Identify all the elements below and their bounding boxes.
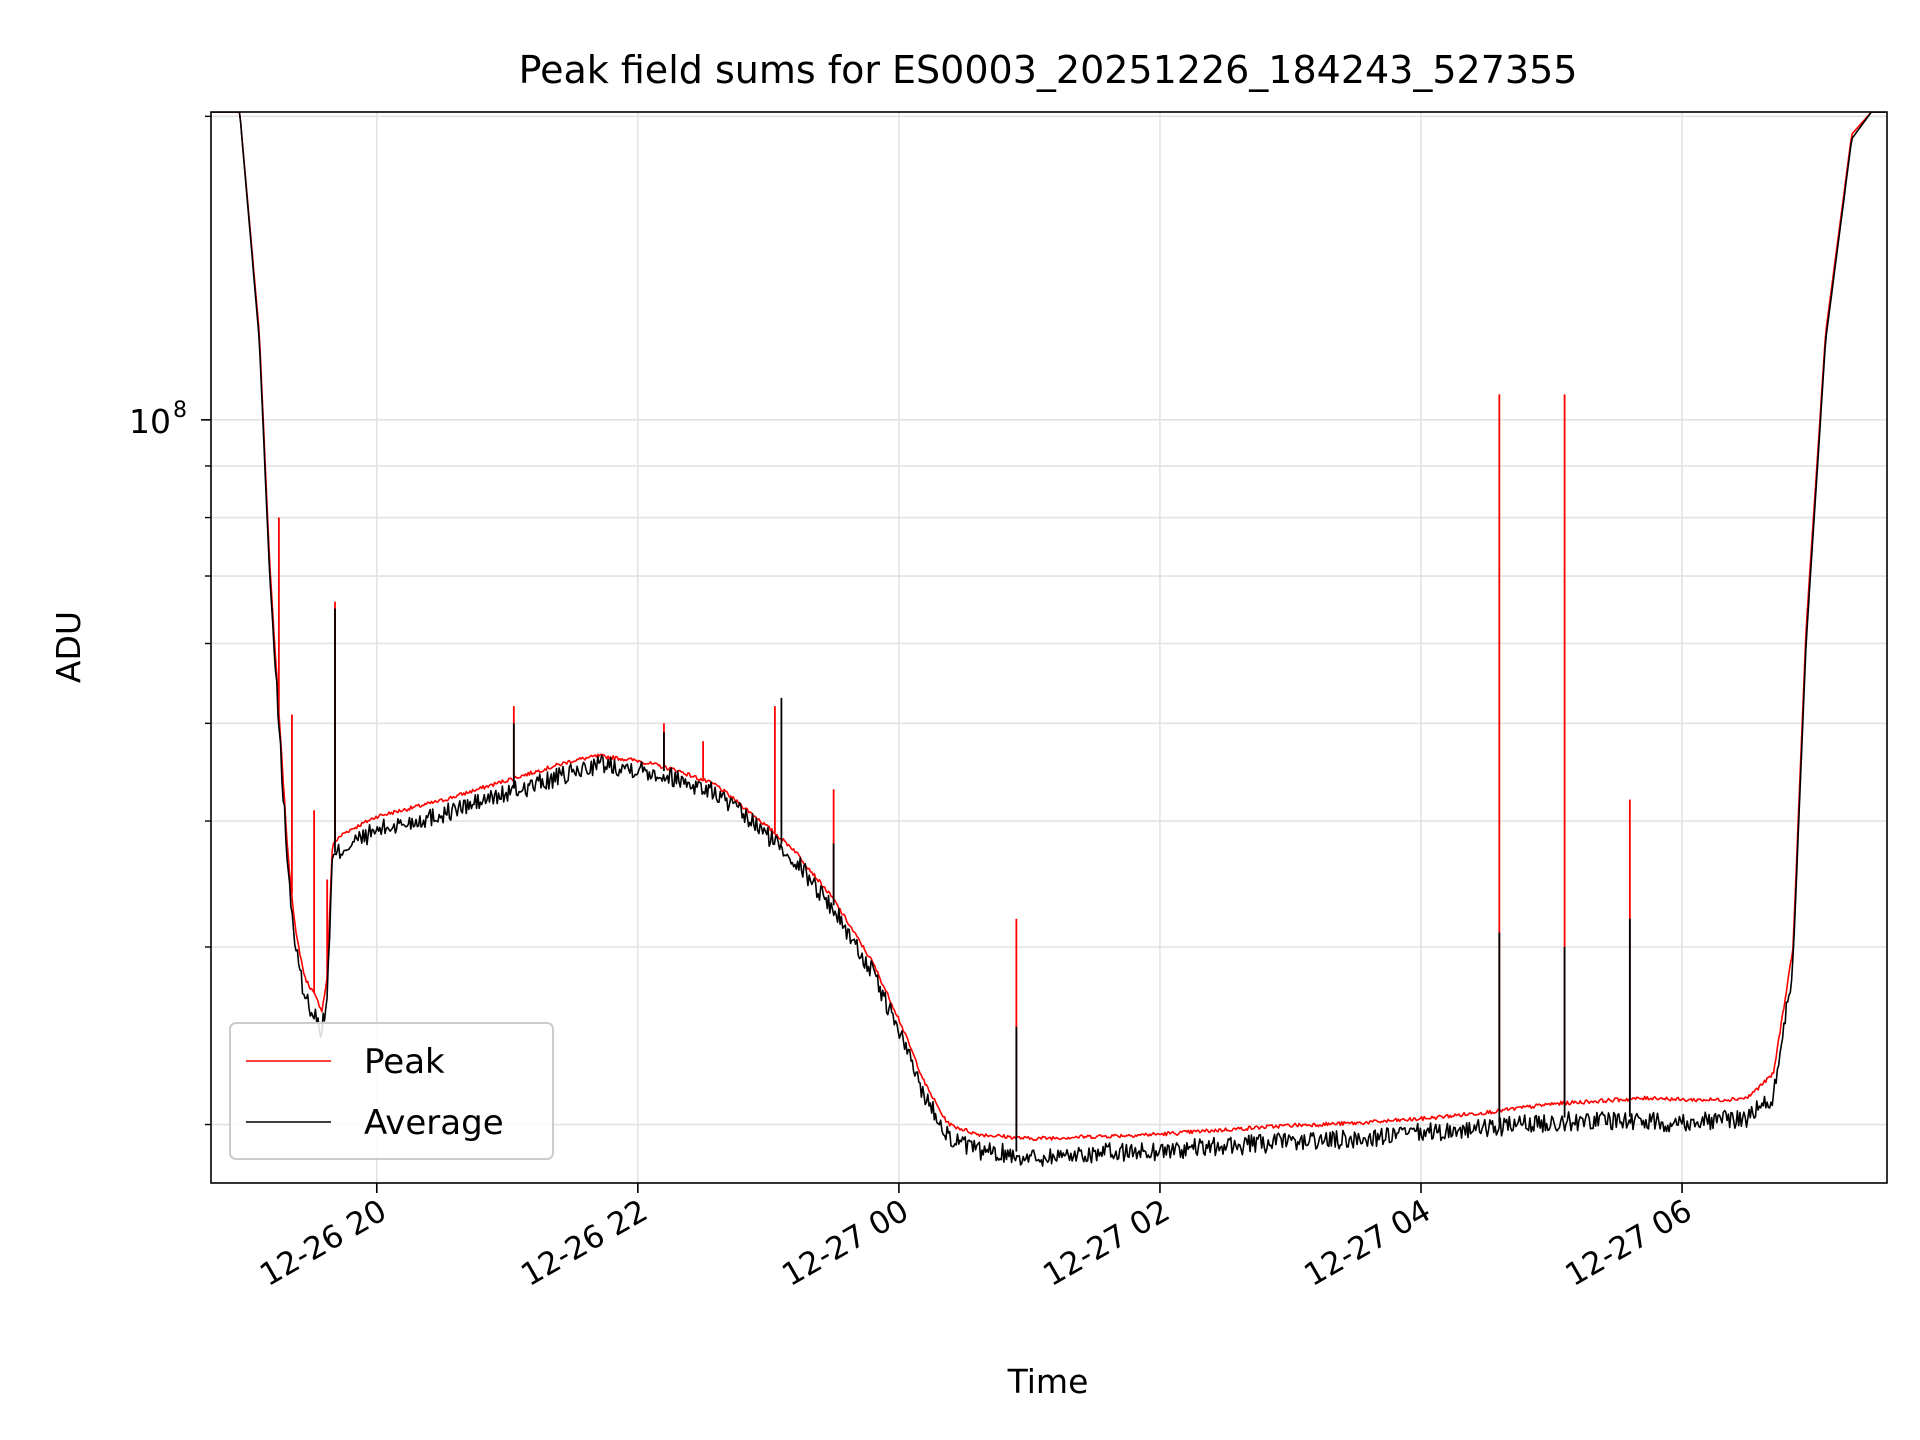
x-axis-label: Time bbox=[1007, 1362, 1089, 1401]
grid bbox=[211, 112, 1887, 1183]
legend-box bbox=[229, 1022, 554, 1160]
legend: Peak Average bbox=[229, 1022, 554, 1160]
series-average bbox=[211, 112, 1887, 1167]
y-tick-label-exponent: 8 bbox=[173, 398, 187, 423]
series-line-average bbox=[211, 112, 1887, 1167]
plot-frame bbox=[210, 111, 1888, 1184]
chart-title: Peak field sums for ES0003_20251226_1842… bbox=[519, 48, 1578, 92]
legend-average-label: Average bbox=[364, 1103, 504, 1143]
y-tick-label-base: 10 bbox=[129, 402, 171, 441]
series-line-peak bbox=[211, 112, 1887, 1142]
series-area bbox=[211, 112, 1887, 1167]
y-axis-label: ADU bbox=[49, 611, 88, 683]
legend-peak-label: Peak bbox=[364, 1042, 445, 1082]
